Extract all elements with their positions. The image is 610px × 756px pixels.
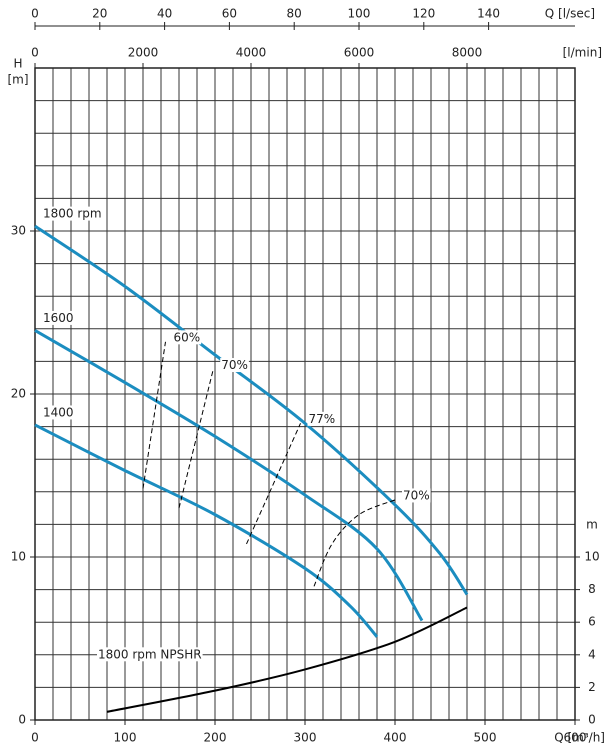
x-tick-label: 500	[474, 731, 497, 745]
series-label: 70%	[403, 488, 430, 502]
curve	[34, 329, 424, 622]
x3-tick-label: 8000	[452, 46, 483, 60]
x3-tick-label: 4000	[236, 46, 267, 60]
label-background	[220, 358, 249, 373]
series-label: 1800 rpm NPSHR	[98, 647, 202, 661]
label-background	[172, 330, 202, 345]
y2-axis-label: m	[586, 518, 598, 532]
series-label: 1800 rpm	[43, 207, 102, 221]
x2-tick-label: 100	[348, 7, 371, 21]
y2-tick-label: 2	[588, 680, 596, 694]
x2-tick-label: 20	[92, 7, 107, 21]
y2-tick-label: 0	[588, 713, 596, 727]
curve	[34, 224, 469, 596]
series-label: 70%	[221, 358, 248, 372]
series-label: 1600	[43, 311, 74, 325]
x3-tick-label: 2000	[128, 46, 159, 60]
x3-tick-label: 6000	[344, 46, 375, 60]
efficiency-line	[178, 369, 214, 509]
x-tick-label: 300	[294, 731, 317, 745]
x3-axis-label: [l/min]	[563, 46, 602, 60]
y-tick-label: 20	[11, 387, 26, 401]
x-tick-label: 200	[204, 731, 227, 745]
series-label: 1400	[43, 405, 74, 419]
label-background	[42, 206, 103, 221]
x2-axis-label: Q [l/sec]	[545, 7, 595, 21]
y-axis-unit: [m]	[7, 73, 28, 87]
x-tick-label: 0	[31, 731, 39, 745]
label-background	[402, 488, 431, 503]
y-axis-label: H	[13, 57, 22, 71]
series-label: 60%	[174, 330, 201, 344]
x2-tick-label: 140	[477, 7, 500, 21]
label-background	[42, 310, 75, 325]
x2-tick-label: 60	[222, 7, 237, 21]
series-label: 77%	[309, 412, 336, 426]
x3-tick-label: 0	[31, 46, 39, 60]
y2-tick-label: 10	[584, 550, 599, 564]
x2-tick-label: 120	[412, 7, 435, 21]
x-tick-label: 400	[384, 731, 407, 745]
curve	[106, 606, 468, 713]
x-axis-label: Q [m³/h]	[554, 731, 605, 745]
label-background	[307, 411, 337, 426]
curve	[34, 423, 379, 638]
y-tick-label: 30	[11, 224, 26, 238]
y2-tick-label: 6	[588, 615, 596, 629]
label-background	[97, 647, 203, 662]
label-background	[42, 405, 75, 420]
efficiency-line	[246, 423, 301, 545]
x2-tick-label: 0	[31, 7, 39, 21]
y2-tick-label: 8	[588, 582, 596, 596]
efficiency-line	[313, 499, 396, 587]
efficiency-line	[142, 341, 166, 489]
x2-tick-label: 40	[157, 7, 172, 21]
y2-tick-label: 4	[588, 647, 596, 661]
x-tick-label: 100	[114, 731, 137, 745]
y-tick-label: 0	[18, 713, 26, 727]
y-tick-label: 10	[11, 550, 26, 564]
x-tick-label: 600	[564, 731, 587, 745]
x2-tick-label: 80	[287, 7, 302, 21]
